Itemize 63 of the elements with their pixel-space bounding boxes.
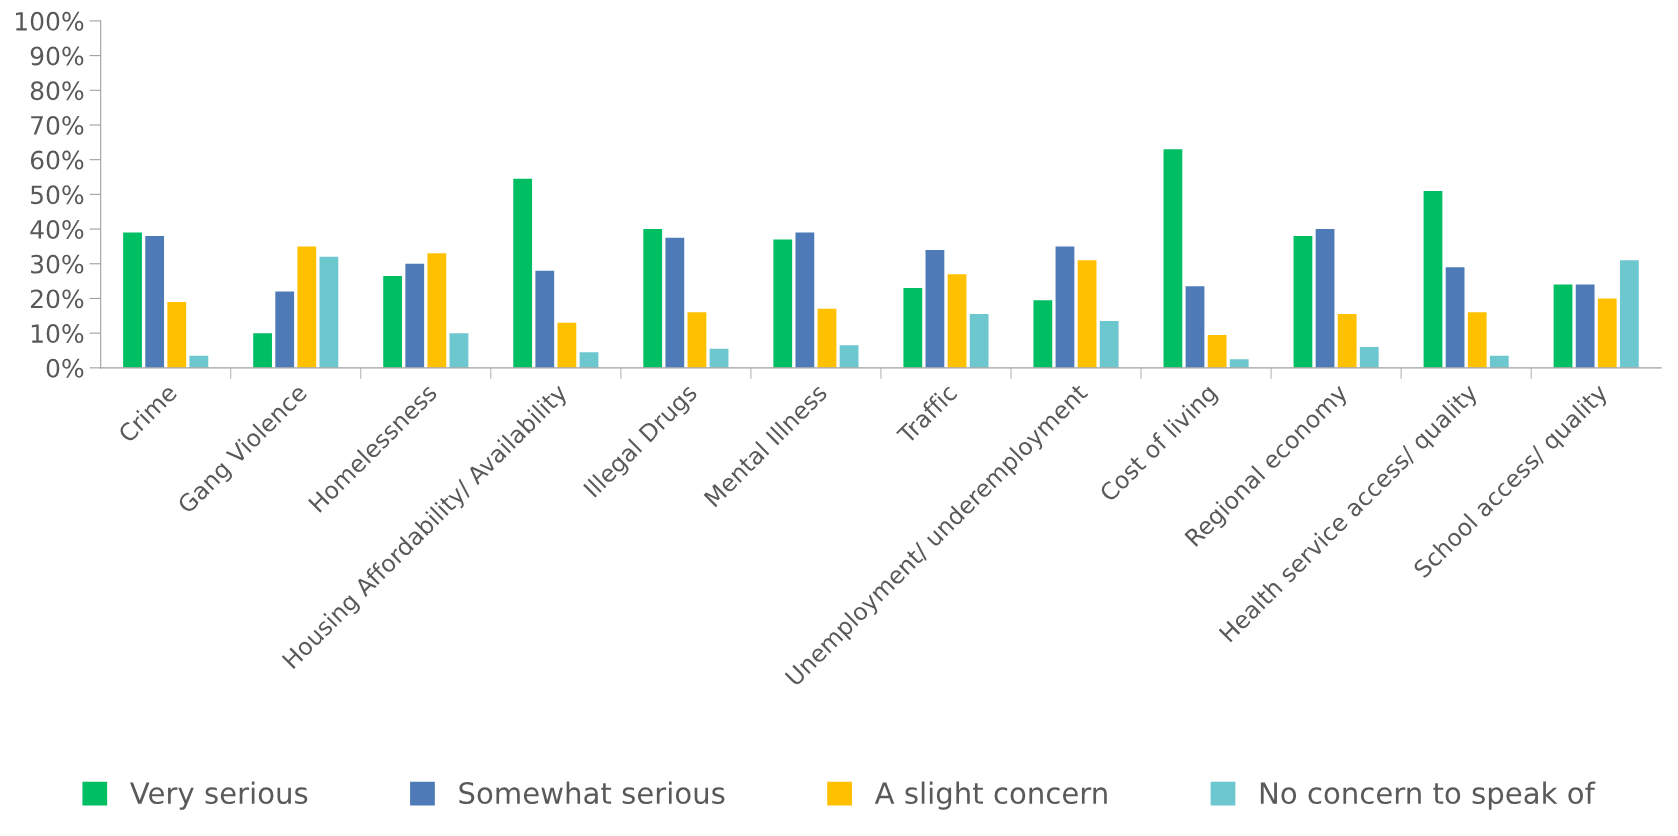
bar bbox=[319, 256, 339, 368]
bar bbox=[297, 246, 317, 368]
bar bbox=[1229, 359, 1249, 368]
bar bbox=[1207, 334, 1227, 368]
y-tick-label: 20% bbox=[30, 289, 84, 309]
bar bbox=[123, 232, 142, 368]
y-tick-label: 40% bbox=[30, 220, 84, 239]
bar bbox=[557, 322, 577, 368]
bar bbox=[1315, 229, 1335, 368]
bar bbox=[1489, 355, 1509, 368]
bar bbox=[253, 333, 272, 368]
bar bbox=[1033, 300, 1053, 368]
bar bbox=[1337, 314, 1357, 368]
bar bbox=[709, 348, 729, 368]
bar bbox=[1099, 321, 1119, 368]
bar bbox=[1445, 267, 1465, 368]
bar bbox=[795, 232, 815, 368]
bar bbox=[1293, 236, 1313, 368]
bar bbox=[1597, 298, 1617, 368]
bar bbox=[383, 275, 403, 368]
bar bbox=[449, 333, 469, 368]
bar bbox=[925, 249, 945, 368]
y-tick-label: 0% bbox=[46, 358, 84, 378]
bar bbox=[903, 288, 923, 368]
bar bbox=[643, 229, 663, 368]
bar bbox=[1619, 260, 1639, 368]
bar bbox=[1055, 246, 1075, 368]
bar bbox=[167, 301, 187, 368]
bar bbox=[839, 345, 859, 368]
bar bbox=[1553, 284, 1573, 368]
bar bbox=[579, 352, 599, 368]
y-tick-label: 100% bbox=[15, 11, 84, 31]
y-tick-label: 10% bbox=[31, 324, 84, 343]
bar bbox=[513, 178, 533, 368]
bar bbox=[1185, 286, 1205, 368]
bar bbox=[145, 236, 165, 368]
y-tick-label: 50% bbox=[31, 185, 84, 205]
bar bbox=[1359, 347, 1379, 368]
legend-label: A slight concern bbox=[874, 781, 1107, 810]
y-tick-label: 80% bbox=[30, 81, 84, 101]
bar bbox=[1467, 312, 1487, 368]
bar bbox=[1163, 149, 1183, 368]
bar bbox=[687, 312, 707, 368]
bar bbox=[665, 237, 685, 368]
bar bbox=[1077, 260, 1097, 368]
y-tick-label: 90% bbox=[30, 46, 84, 66]
bar bbox=[817, 308, 837, 368]
bar bbox=[427, 253, 447, 368]
bar bbox=[1423, 190, 1443, 368]
bar bbox=[275, 291, 295, 368]
legend-label: Very serious bbox=[130, 781, 308, 810]
bar bbox=[969, 314, 989, 368]
legend-label: Somewhat serious bbox=[459, 781, 725, 805]
legend-label: No concern to speak of bbox=[1260, 781, 1596, 810]
y-tick-label: 30% bbox=[31, 254, 84, 274]
bar bbox=[535, 270, 555, 368]
bar bbox=[773, 239, 793, 368]
bar bbox=[405, 263, 425, 368]
bar bbox=[947, 274, 967, 368]
y-tick-label: 60% bbox=[30, 150, 84, 170]
bar bbox=[189, 355, 209, 368]
y-tick-label: 70% bbox=[31, 115, 84, 135]
bar bbox=[1575, 284, 1595, 368]
